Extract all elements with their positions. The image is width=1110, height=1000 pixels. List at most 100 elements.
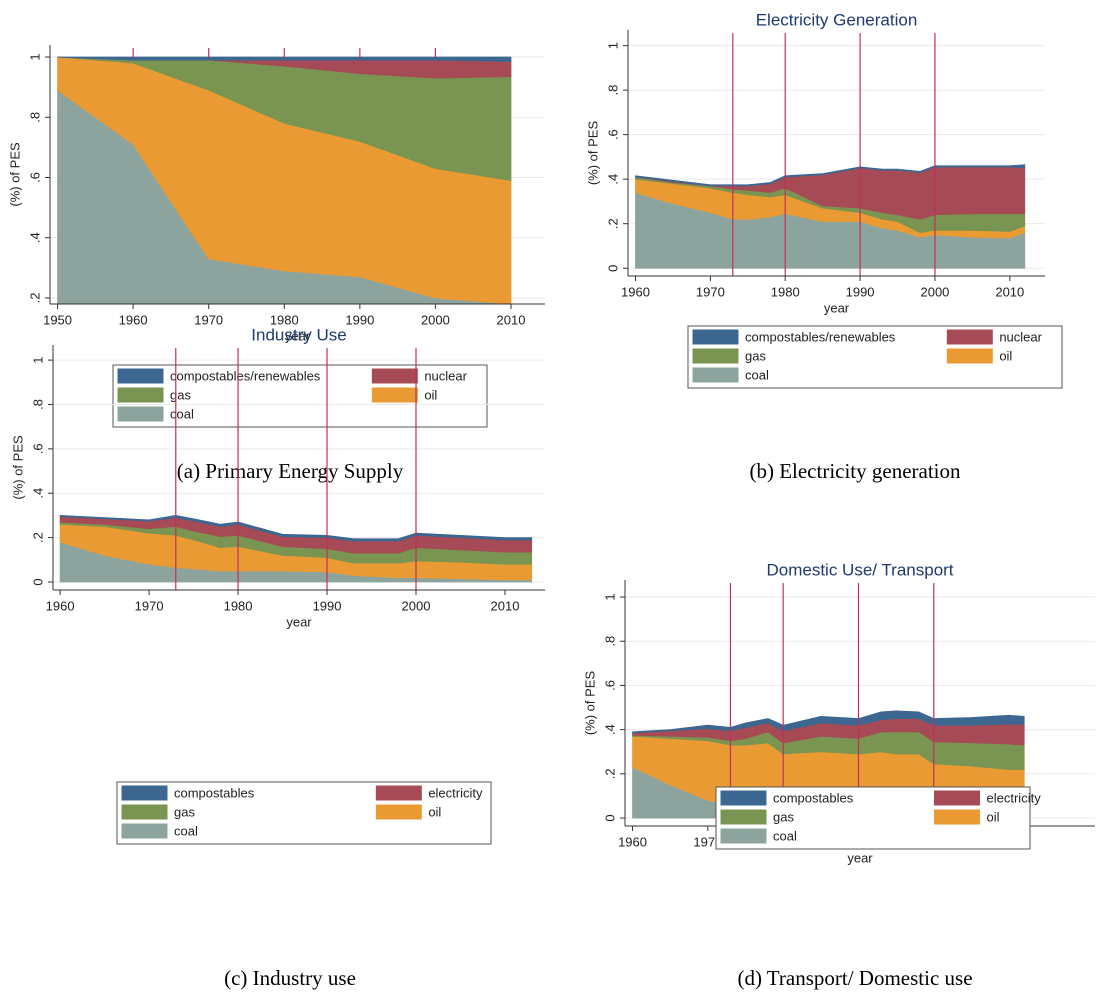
x-tick-label: 1970: [693, 834, 722, 849]
legend-label: compostables: [773, 790, 854, 805]
y-tick-label: 0: [605, 265, 620, 272]
x-tick-label: 2010: [491, 598, 520, 613]
y-tick-label: 1: [602, 593, 617, 600]
y-tick-label: .4: [605, 174, 620, 185]
legend-swatch: [946, 329, 993, 345]
legend-swatch: [371, 387, 418, 403]
legend-label: gas: [170, 387, 191, 402]
y-tick-label: 1: [27, 53, 42, 60]
y-tick-label: 0: [602, 814, 617, 821]
y-tick-label: .4: [27, 232, 42, 243]
legend-label: compostables/renewables: [170, 368, 321, 383]
x-tick-label: 1970: [194, 312, 223, 327]
legend-swatch: [121, 804, 168, 820]
legend-box: [116, 781, 492, 845]
x-tick-label: 1950: [43, 312, 72, 327]
legend-swatch: [371, 368, 418, 384]
y-tick-label: .2: [605, 218, 620, 229]
legend-label: oil: [428, 804, 441, 819]
legend-label: electricity: [428, 785, 483, 800]
x-tick-label: 2000: [920, 284, 949, 299]
legend-swatch: [934, 790, 981, 806]
x-axis-label: year: [847, 850, 873, 865]
legend-swatch: [692, 367, 739, 383]
y-tick-label: .4: [30, 488, 45, 499]
legend-label: compostables: [174, 785, 255, 800]
legend-label: coal: [170, 406, 194, 421]
area: [57, 56, 512, 62]
legend-label: gas: [174, 804, 195, 819]
legend-label: oil: [999, 348, 1012, 363]
y-tick-label: .8: [605, 85, 620, 96]
legend-label: oil: [424, 387, 437, 402]
legend-label: nuclear: [424, 368, 467, 383]
x-tick-label: 1980: [224, 598, 253, 613]
x-tick-label: 1970: [696, 284, 725, 299]
y-tick-label: .6: [602, 680, 617, 691]
y-tick-label: .2: [27, 293, 42, 304]
x-tick-label: 2010: [497, 312, 526, 327]
x-tick-label: 1960: [618, 834, 647, 849]
x-axis-label: year: [286, 614, 312, 629]
legend-label: coal: [745, 367, 769, 382]
y-tick-label: 1: [30, 356, 45, 363]
x-tick-label: 1990: [846, 284, 875, 299]
x-tick-label: 1960: [46, 598, 75, 613]
legend-label: coal: [773, 828, 797, 843]
legend-swatch: [692, 348, 739, 364]
legend-box: [687, 325, 1063, 389]
x-tick-label: 1990: [345, 312, 374, 327]
y-axis-label: (%) of PES: [585, 121, 600, 186]
x-axis-label: year: [824, 300, 850, 315]
legend-swatch: [117, 406, 164, 422]
legend-swatch: [375, 785, 422, 801]
x-tick-label: 2000: [402, 598, 431, 613]
y-tick-label: .6: [605, 129, 620, 140]
y-axis-label: (%) of PES: [582, 671, 597, 736]
y-tick-label: .2: [602, 768, 617, 779]
legend-swatch: [121, 785, 168, 801]
x-tick-label: 1960: [621, 284, 650, 299]
chart-title: Electricity Generation: [756, 10, 918, 29]
x-tick-label: 1980: [270, 312, 299, 327]
x-tick-label: 2000: [421, 312, 450, 327]
y-tick-label: .2: [30, 532, 45, 543]
legend-swatch: [720, 809, 767, 825]
y-tick-label: .8: [602, 636, 617, 647]
y-tick-label: 0: [30, 578, 45, 585]
x-tick-label: 1980: [771, 284, 800, 299]
legend-swatch: [117, 387, 164, 403]
x-tick-label: 1960: [119, 312, 148, 327]
legend-label: oil: [987, 809, 1000, 824]
y-axis-label: (%) of PES: [7, 142, 22, 207]
area: [59, 515, 533, 542]
y-tick-label: .4: [602, 724, 617, 735]
legend-swatch: [692, 329, 739, 345]
y-tick-label: 1: [605, 42, 620, 49]
legend-label: coal: [174, 823, 198, 838]
legend-label: gas: [773, 809, 794, 824]
legend-swatch: [375, 804, 422, 820]
caption: (b) Electricity generation: [749, 459, 961, 483]
caption: (c) Industry use: [224, 966, 356, 990]
area: [635, 164, 1026, 187]
legend-swatch: [720, 790, 767, 806]
legend-swatch: [121, 823, 168, 839]
caption: (d) Transport/ Domestic use: [737, 966, 972, 990]
legend-swatch: [117, 368, 164, 384]
legend-label: electricity: [987, 790, 1042, 805]
legend-label: compostables/renewables: [745, 329, 896, 344]
legend-swatch: [934, 809, 981, 825]
legend-swatch: [946, 348, 993, 364]
y-tick-label: .6: [27, 172, 42, 183]
x-tick-label: 1970: [135, 598, 164, 613]
x-axis-label: year: [285, 328, 311, 343]
y-axis-label: (%) of PES: [10, 435, 25, 500]
legend-label: gas: [745, 348, 766, 363]
chart-title: Industry Use: [251, 325, 346, 344]
x-tick-label: 1990: [313, 598, 342, 613]
y-tick-label: .8: [27, 112, 42, 123]
legend-swatch: [720, 828, 767, 844]
